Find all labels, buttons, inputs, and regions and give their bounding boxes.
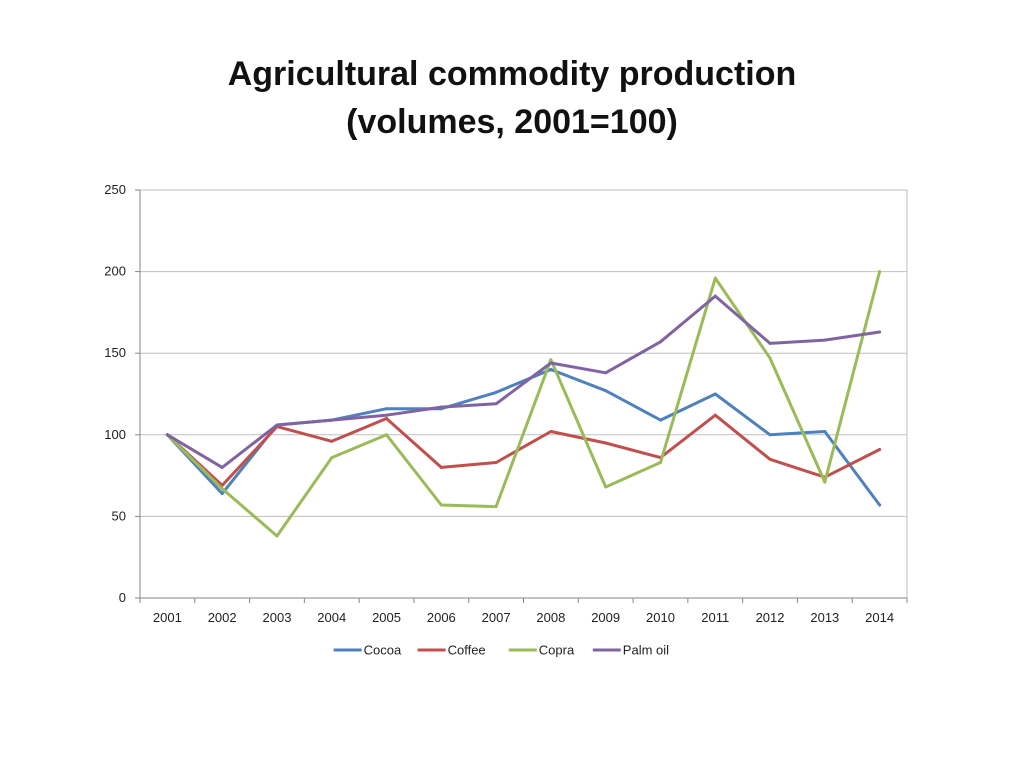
y-tick-label-250: 250 bbox=[104, 182, 126, 197]
data-point-cocoa-2011 bbox=[713, 392, 717, 396]
data-point-palm-oil-2010 bbox=[658, 340, 662, 344]
chart-title-line-1: Agricultural commodity production bbox=[227, 55, 797, 93]
series-line-copra bbox=[165, 270, 882, 538]
data-point-coffee-2011 bbox=[713, 413, 717, 417]
series-line-palm-oil bbox=[165, 294, 882, 469]
data-point-copra-2007 bbox=[494, 505, 498, 509]
data-point-copra-2006 bbox=[439, 503, 443, 507]
x-tick-label-2006: 2006 bbox=[427, 610, 456, 625]
chart-title: Agricultural commodity production (volum… bbox=[0, 50, 1024, 146]
x-tick-label-2009: 2009 bbox=[591, 610, 620, 625]
data-point-copra-2013 bbox=[823, 480, 827, 484]
x-tick-label-2007: 2007 bbox=[482, 610, 511, 625]
data-point-copra-2004 bbox=[330, 456, 334, 460]
data-point-cocoa-2007 bbox=[494, 390, 498, 394]
data-point-copra-2014 bbox=[878, 270, 882, 274]
data-point-palm-oil-2011 bbox=[713, 294, 717, 298]
data-point-coffee-2004 bbox=[330, 439, 334, 443]
legend-label-palm-oil: Palm oil bbox=[623, 643, 669, 658]
data-point-copra-2011 bbox=[713, 276, 717, 280]
data-point-copra-2008 bbox=[549, 358, 553, 362]
data-point-copra-2012 bbox=[768, 356, 772, 360]
data-point-palm-oil-2003 bbox=[275, 423, 279, 427]
y-tick-label-200: 200 bbox=[104, 264, 126, 279]
data-point-cocoa-2005 bbox=[385, 407, 389, 411]
y-tick-label-150: 150 bbox=[104, 345, 126, 360]
data-point-copra-2002 bbox=[220, 487, 224, 491]
data-point-palm-oil-2012 bbox=[768, 341, 772, 345]
y-tick-label-0: 0 bbox=[119, 590, 126, 605]
data-point-palm-oil-2001 bbox=[165, 433, 169, 437]
x-tick-label-2011: 2011 bbox=[701, 610, 729, 625]
data-point-palm-oil-2009 bbox=[604, 371, 608, 375]
legend-label-cocoa: Cocoa bbox=[364, 643, 402, 658]
data-point-coffee-2006 bbox=[439, 465, 443, 469]
data-point-palm-oil-2013 bbox=[823, 338, 827, 342]
data-point-palm-oil-2014 bbox=[878, 330, 882, 334]
y-tick-label-50: 50 bbox=[112, 508, 126, 523]
data-point-palm-oil-2007 bbox=[494, 402, 498, 406]
data-point-palm-oil-2004 bbox=[330, 418, 334, 422]
data-point-palm-oil-2006 bbox=[439, 405, 443, 409]
data-point-cocoa-2008 bbox=[549, 368, 553, 372]
data-point-copra-2005 bbox=[385, 433, 389, 437]
data-point-cocoa-2013 bbox=[823, 430, 827, 434]
plot-area-border bbox=[139, 189, 908, 599]
data-point-coffee-2007 bbox=[494, 461, 498, 465]
data-point-coffee-2005 bbox=[385, 416, 389, 420]
x-tick-label-2005: 2005 bbox=[372, 610, 401, 625]
x-tick-label-2004: 2004 bbox=[317, 610, 346, 625]
legend-label-coffee: Coffee bbox=[448, 643, 486, 658]
series-line-coffee bbox=[165, 413, 882, 487]
chart-title-line-2: (volumes, 2001=100) bbox=[346, 103, 678, 141]
data-point-cocoa-2014 bbox=[878, 503, 882, 507]
x-tick-label-2012: 2012 bbox=[756, 610, 785, 625]
data-point-palm-oil-2008 bbox=[549, 361, 553, 365]
legend-label-copra: Copra bbox=[539, 643, 575, 658]
data-point-cocoa-2002 bbox=[220, 492, 224, 496]
x-tick-label-2001: 2001 bbox=[153, 610, 182, 625]
x-tick-label-2003: 2003 bbox=[263, 610, 292, 625]
data-point-coffee-2014 bbox=[878, 447, 882, 451]
data-point-copra-2009 bbox=[604, 485, 608, 489]
x-tick-label-2013: 2013 bbox=[810, 610, 839, 625]
data-point-cocoa-2010 bbox=[658, 418, 662, 422]
data-point-palm-oil-2005 bbox=[385, 413, 389, 417]
data-point-cocoa-2012 bbox=[768, 433, 772, 437]
data-point-palm-oil-2002 bbox=[220, 465, 224, 469]
data-point-coffee-2009 bbox=[604, 441, 608, 445]
x-tick-label-2014: 2014 bbox=[865, 610, 894, 625]
data-point-copra-2003 bbox=[275, 534, 279, 538]
data-point-copra-2010 bbox=[658, 461, 662, 465]
data-point-coffee-2012 bbox=[768, 457, 772, 461]
x-tick-label-2010: 2010 bbox=[646, 610, 675, 625]
data-point-coffee-2008 bbox=[549, 430, 553, 434]
data-point-cocoa-2009 bbox=[604, 389, 608, 393]
x-tick-label-2002: 2002 bbox=[208, 610, 237, 625]
x-tick-label-2008: 2008 bbox=[536, 610, 565, 625]
y-tick-label-100: 100 bbox=[104, 427, 126, 442]
